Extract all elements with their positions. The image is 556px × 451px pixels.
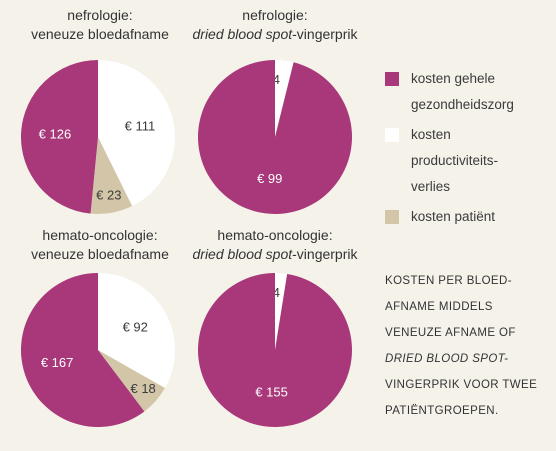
pie-title-hemato-dbs: hemato-oncologie: dried blood spot-vinge…	[175, 226, 375, 264]
pie-slice-label-productivity: € 92	[123, 320, 148, 335]
pie-slice-label-healthcare: € 126	[39, 126, 72, 141]
pie-chart-hemato-dbs: € 4€ 155	[198, 273, 352, 427]
legend-item-healthcare: kosten gehele gezondheidszorg	[385, 66, 555, 118]
pie-title-line2: veneuze bloedafname	[31, 246, 169, 262]
chart-legend: kosten gehele gezondheidszorg kosten pro…	[385, 66, 555, 234]
pie-title-line1: nefrologie:	[242, 7, 308, 23]
pie-slice-healthcare	[20, 60, 98, 214]
pie-chart-nefro-veneus: € 111 € 23 € 126	[20, 60, 175, 215]
pie-title-nefro-dbs: nefrologie: dried blood spot-vingerprik	[175, 6, 375, 44]
pie-slice-healthcare	[198, 273, 352, 427]
legend-swatch-patient	[385, 210, 399, 224]
pie-title-line2: veneuze bloedafname	[31, 26, 169, 42]
legend-swatch-productivity	[385, 128, 399, 142]
caption-line-italic: DRIED BLOOD SPOT-	[385, 353, 509, 365]
pie-slice-label-healthcare: € 99	[257, 171, 282, 186]
pie-title-line2: dried blood spot-vingerprik	[192, 26, 358, 42]
pie-slice-patient	[98, 350, 165, 412]
legend-label-patient: kosten patiënt	[411, 209, 496, 224]
caption-line: KOSTEN PER BLOED-	[385, 275, 512, 287]
caption-line: VINGERPRIK VOOR TWEE	[385, 379, 538, 391]
pie-slice-healthcare	[198, 60, 352, 214]
caption-line: AFNAME MIDDELS	[385, 301, 493, 313]
pie-slice-productivity	[98, 60, 175, 207]
legend-item-productivity: kosten productiviteits- verlies	[385, 122, 555, 200]
pie-title-nefro-veneus: nefrologie: veneuze bloedafname	[0, 6, 200, 44]
pie-title-hemato-veneus: hemato-oncologie: veneuze bloedafname	[0, 226, 200, 264]
pie-slice-label-patient: € 23	[96, 188, 121, 203]
pie-slice-label-healthcare: € 155	[255, 384, 288, 399]
pie-title-line1: hemato-oncologie:	[42, 227, 158, 243]
pie-slice-productivity	[275, 273, 288, 350]
pie-chart-hemato-veneus: € 92 € 18 € 167	[21, 273, 175, 427]
caption-line: PATIËNTGROEPEN.	[385, 405, 499, 417]
pie-slice-label-patient: € 18	[130, 381, 155, 396]
pie-title-line2: dried blood spot-vingerprik	[192, 246, 358, 262]
pie-chart-nefro-dbs: € 4€ 99	[198, 60, 352, 214]
pie-slice-productivity	[275, 60, 294, 137]
pie-slice-label-productivity: € 111	[125, 119, 156, 134]
pie-slice-label-healthcare: € 167	[41, 355, 74, 370]
pie-slice-healthcare	[21, 273, 145, 427]
caption-line: VENEUZE AFNAME OF	[385, 327, 516, 339]
pie-slice-patient	[90, 137, 133, 215]
figure-caption: KOSTEN PER BLOED- AFNAME MIDDELS VENEUZE…	[385, 268, 555, 424]
pie-slice-productivity	[98, 273, 175, 388]
legend-swatch-healthcare	[385, 72, 399, 86]
pie-title-line1: hemato-oncologie:	[217, 227, 333, 243]
legend-label-productivity: kosten productiviteits- verlies	[411, 127, 499, 194]
legend-label-healthcare: kosten gehele gezondheidszorg	[411, 71, 514, 112]
legend-item-patient: kosten patiënt	[385, 204, 555, 230]
pie-title-line1: nefrologie:	[67, 7, 133, 23]
